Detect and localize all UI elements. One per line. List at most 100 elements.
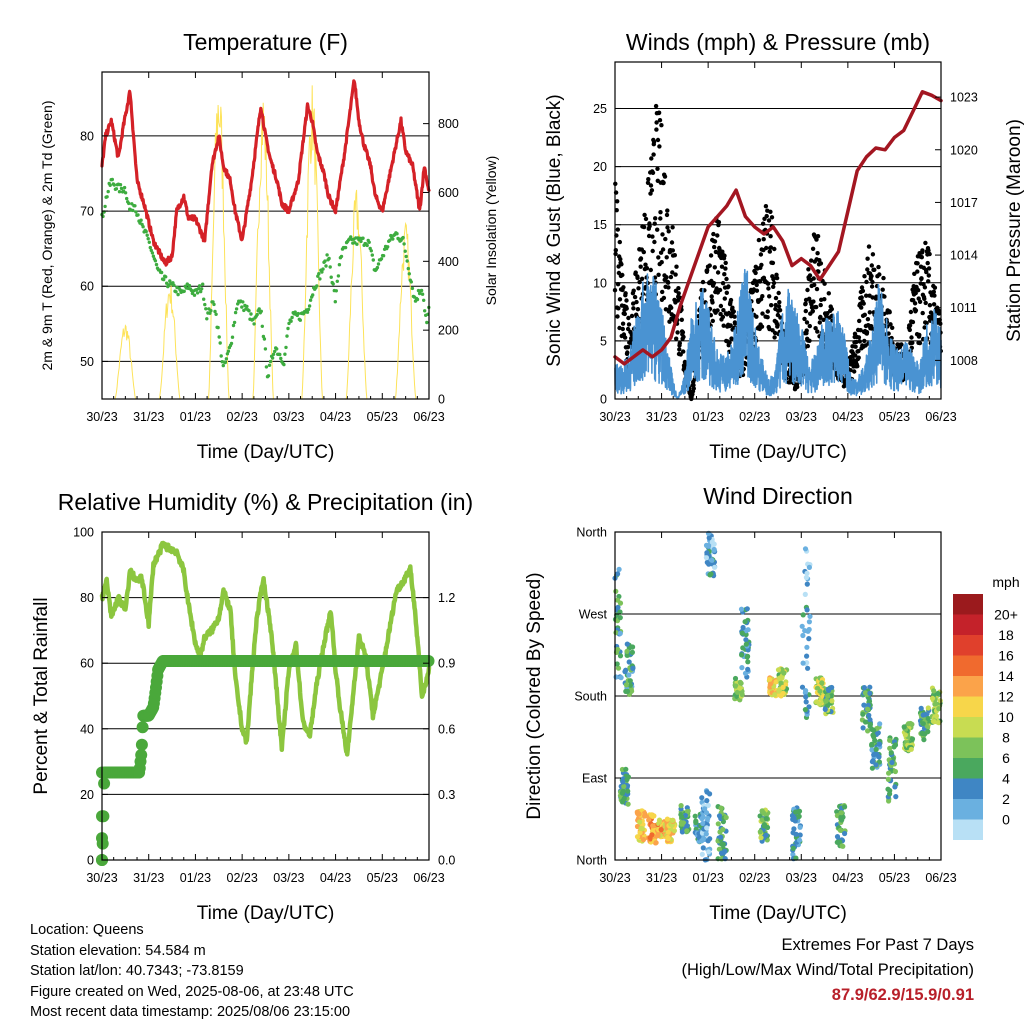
gust-point [767,249,772,254]
legend-label: 0 [1002,811,1010,827]
gust-point [926,279,931,284]
gust-point [678,352,683,357]
gust-point [804,320,810,325]
direction-point [699,838,705,844]
direction-point [744,606,750,612]
y-tick-label: South [574,690,607,704]
x-tick-label: 05/23 [367,410,398,424]
dewpoint-point [287,321,291,326]
gust-point [865,317,871,322]
dewpoint-point [232,320,237,325]
gust-point [648,267,653,273]
legend-swatch [953,717,983,738]
direction-point [781,670,787,676]
direction-point [742,619,748,625]
dewpoint-point [151,254,156,258]
gust-point [638,256,644,261]
gust-point [774,272,779,277]
gust-point [811,299,816,304]
gust-point [910,340,915,345]
dewpoint-point [226,349,231,353]
gust-point [650,170,656,175]
direction-point [739,665,745,671]
gust-point [907,327,912,333]
gust-point [621,285,626,290]
gust-point [867,310,872,315]
gust-point [680,330,686,335]
dewpoint-point [306,307,311,312]
direction-point [700,845,706,851]
gust-point [829,306,834,312]
dewpoint-point [199,289,203,294]
dewpoint-point [401,235,405,240]
winds-ylabel: Sonic Wind & Gust (Blue, Black) [544,94,565,366]
gust-point [631,301,636,306]
dewpoint-point [296,311,300,316]
gust-point [932,293,937,298]
dewpoint-point [419,288,424,293]
precip-point [136,721,149,734]
direction-point [892,784,898,790]
gust-point [613,248,618,253]
direction-point [865,706,871,712]
gust-point [886,331,891,336]
gust-point [624,298,629,303]
dewpoint-point [286,326,290,331]
dewpoint-point [327,256,331,261]
solar-curve [252,102,274,400]
gust-point [670,225,675,230]
gust-point [848,368,853,373]
gust-point [617,297,623,302]
direction-point [834,839,840,845]
direction-point [679,829,686,835]
gust-point [643,216,649,222]
gust-point [681,349,686,354]
y-tick-label: 40 [80,722,94,736]
direction-point [876,741,883,747]
dewpoint-point [231,323,236,328]
gust-point [920,248,925,253]
gust-point [917,332,922,338]
gust-point [668,274,674,280]
gust-point [646,177,651,182]
solar-curve [345,189,368,400]
x-tick-label: 31/23 [133,410,164,424]
gust-point [656,110,662,115]
gust-point [881,275,886,281]
gust-point [641,249,646,255]
dewpoint-point [148,245,152,250]
y-tick-label: North [576,526,607,540]
gust-point [862,312,867,317]
gust-point [922,296,927,301]
direction-point [704,825,710,831]
direction-point [802,628,808,634]
gust-point [675,330,680,335]
dewpoint-point [283,352,287,356]
direction-point [806,564,813,571]
gust-point [882,294,887,299]
x-tick-label: 31/23 [133,871,164,885]
gust-point [767,294,772,299]
direction-point [705,543,712,549]
direction-point [791,826,797,832]
x-tick-label: 02/23 [739,871,770,885]
dewpoint-point [425,320,429,325]
gust-point [810,246,816,251]
dewpoint-point [263,347,268,351]
direction-point [931,719,937,725]
gust-point [722,272,727,277]
gust-point [857,318,862,324]
dewpoint-point [123,191,128,195]
direction-point [842,830,848,837]
gust-point [773,302,778,308]
location-text: Location: Queens [30,922,144,938]
direction-point [705,815,711,821]
dewpoint-point [268,359,273,364]
dewpoint-point [273,349,277,354]
dewpoint-point [420,292,425,296]
gust-point [622,335,628,340]
gust-point [711,231,716,237]
dewpoint-point [395,232,399,236]
direction-point [719,841,725,847]
gust-point [720,314,726,320]
